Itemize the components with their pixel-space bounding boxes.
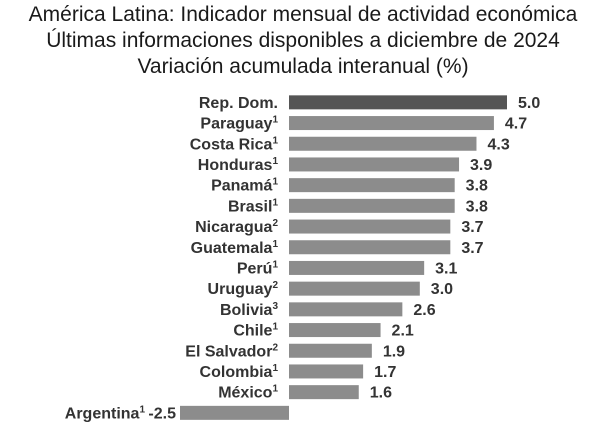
value-label-3: 4.3 <box>487 136 509 153</box>
bar-11 <box>289 302 403 317</box>
category-label-16: Argentina1 <box>65 404 146 422</box>
category-label-14: Colombia1 <box>200 363 279 381</box>
category-label-10: Uruguay2 <box>208 280 279 298</box>
bar-10 <box>289 281 420 296</box>
value-label-15: 1.6 <box>370 385 392 402</box>
chart-subtitle-2: Variación acumulada interanual (%) <box>137 55 469 78</box>
category-label-3: Costa Rica1 <box>190 135 279 153</box>
bar-4 <box>289 157 460 172</box>
value-label-14: 1.7 <box>374 364 396 381</box>
chart-title: América Latina: Indicador mensual de act… <box>28 3 578 26</box>
value-label-12: 2.1 <box>392 323 414 340</box>
value-label-6: 3.8 <box>466 198 488 215</box>
bar-12 <box>289 323 381 338</box>
value-label-1: 5.0 <box>518 95 540 112</box>
category-label-7: Nicaragua2 <box>195 218 278 236</box>
value-label-13: 1.9 <box>383 343 405 360</box>
category-label-13: El Salvador2 <box>185 342 278 360</box>
category-label-2: Paraguay1 <box>200 115 278 133</box>
category-label-8: Guatemala1 <box>191 239 279 257</box>
value-label-9: 3.1 <box>435 260 457 277</box>
bar-15 <box>289 385 359 400</box>
value-label-7: 3.7 <box>461 219 483 236</box>
category-label-9: Perú1 <box>237 259 279 277</box>
category-label-5: Panamá1 <box>211 177 278 195</box>
bar-8 <box>289 240 451 255</box>
category-label-6: Brasil1 <box>228 197 278 215</box>
value-label-4: 3.9 <box>470 157 492 174</box>
bar-5 <box>289 178 455 193</box>
bar-14 <box>289 364 364 379</box>
bar-7 <box>289 219 451 234</box>
bar-13 <box>289 343 372 358</box>
bar-6 <box>289 198 455 213</box>
value-label-16: -2.5 <box>148 405 176 422</box>
bar-2 <box>289 116 494 131</box>
category-label-15: México1 <box>218 384 278 402</box>
category-label-4: Honduras1 <box>198 156 279 174</box>
category-label-1: Rep. Dom. <box>199 95 278 112</box>
category-label-12: Chile1 <box>233 322 278 340</box>
bar-3 <box>289 136 477 151</box>
value-label-8: 3.7 <box>461 240 483 257</box>
chart-subtitle: Últimas informaciones disponibles a dici… <box>46 29 560 52</box>
value-label-2: 4.7 <box>505 116 527 133</box>
bar-1 <box>289 95 507 110</box>
value-label-11: 2.6 <box>413 302 435 319</box>
bar-9 <box>289 260 425 275</box>
category-label-11: Bolivia3 <box>220 301 278 319</box>
value-label-5: 3.8 <box>466 178 488 195</box>
value-label-10: 3.0 <box>431 281 453 298</box>
bar-16 <box>180 405 289 420</box>
